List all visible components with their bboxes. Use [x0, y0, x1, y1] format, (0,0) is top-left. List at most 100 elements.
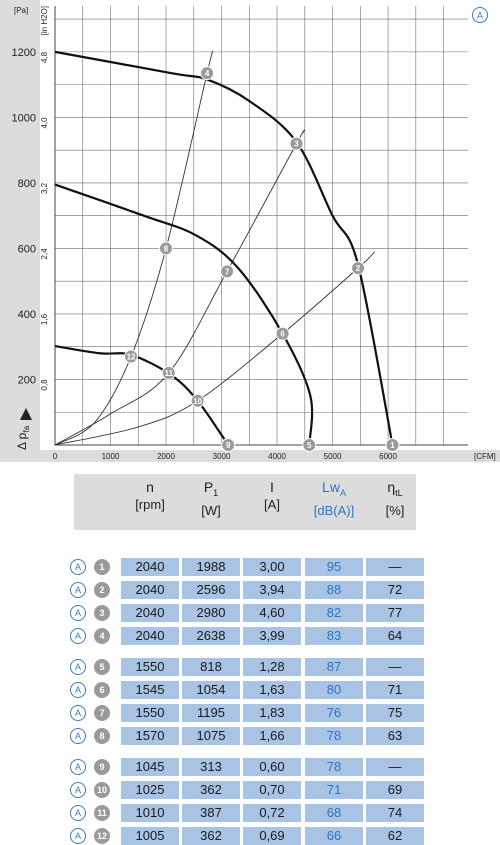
y-axis-band	[0, 0, 40, 462]
column-header: I [A]	[243, 478, 301, 514]
cell-i: 0,60	[243, 758, 301, 776]
y-tick-label: 600	[18, 243, 36, 255]
fan-curve	[54, 183, 314, 446]
row-point-number: 10	[94, 782, 110, 798]
cell-n: 2040	[121, 604, 179, 622]
cell-n: 1545	[121, 681, 179, 699]
row-point-number: 5	[94, 659, 110, 675]
cell-p: 313	[182, 758, 240, 776]
cell-lw: 95	[305, 558, 363, 576]
cell-eta: 74	[366, 804, 424, 822]
y2-tick-label: 0,8	[40, 379, 49, 391]
column-header-unit: [%]	[385, 502, 405, 518]
column-header-label: η	[387, 479, 396, 495]
cell-n: 1045	[121, 758, 179, 776]
x-tick-label: 5000	[324, 452, 342, 461]
row-badge-icon: A	[70, 605, 86, 621]
row-point-number: 4	[94, 628, 110, 644]
cell-lw: 83	[305, 627, 363, 645]
cell-lw: 80	[305, 681, 363, 699]
x-tick-label: 2000	[157, 452, 175, 461]
operating-point-label: 2	[356, 264, 361, 273]
cell-i: 3,94	[243, 581, 301, 599]
operating-point-label: 1	[390, 441, 395, 450]
cell-p: 1075	[182, 727, 240, 745]
cell-p: 1054	[182, 681, 240, 699]
column-header: ηtL [%]	[366, 478, 424, 520]
table-row: A 1 2040 1988 3,00 95—	[0, 558, 500, 576]
row-point-number: 7	[94, 705, 110, 721]
cell-lw: 66	[305, 827, 363, 845]
cell-i: 1,83	[243, 704, 301, 722]
y2-tick-label: 4,0	[40, 117, 49, 129]
operating-point-marker	[220, 264, 235, 279]
cell-p: 2596	[182, 581, 240, 599]
column-header: n [rpm]	[121, 478, 179, 514]
table-row: A 11 1010 387 0,72 68 74	[0, 804, 500, 822]
row-badge-icon: A	[70, 782, 86, 798]
cell-eta: 63	[366, 727, 424, 745]
row-badge-icon: A	[70, 828, 86, 844]
y-tick-label: 200	[18, 374, 36, 386]
cell-n: 2040	[121, 581, 179, 599]
column-header-label: P	[203, 479, 214, 495]
cell-i: 0,70	[243, 781, 301, 799]
column-header-label: Lw	[322, 479, 340, 495]
column-header-subscript: 1	[213, 487, 219, 498]
table-row: A 10 1025 362 0,70 71 69	[0, 781, 500, 799]
operating-point-label: 10	[193, 397, 202, 406]
column-header-label: n	[146, 479, 154, 495]
x-tick-label: 6000	[379, 452, 397, 461]
table-row: A 8 1570 1075 1,66 78 63	[0, 727, 500, 745]
cell-lw: 87	[305, 658, 363, 676]
operating-point-marker	[385, 438, 400, 452]
fan-performance-chart: 200 400 600 800 1000 1200 [Pa] 0,8 1,6 2,4 3,2 4,0 4…	[0, 0, 500, 462]
row-point-number: 6	[94, 682, 110, 698]
cell-i: 4,60	[243, 604, 301, 622]
y2-unit-label: [in H2O]	[40, 6, 49, 35]
cell-eta: 77	[366, 604, 424, 622]
column-header-subscript: A	[339, 487, 346, 498]
plot-background	[40, 0, 500, 450]
operating-point-label: 12	[127, 353, 136, 362]
table-row: A 6 1545 1054 1,63 80 71	[0, 681, 500, 699]
cell-n: 1005	[121, 827, 179, 845]
x-tick-label: 0	[53, 452, 58, 461]
row-badge-icon: A	[70, 805, 86, 821]
x-tick-label: 4000	[268, 452, 286, 461]
table-header-band	[74, 474, 416, 530]
row-point-number: 3	[94, 605, 110, 621]
row-point-number: 12	[94, 828, 110, 844]
row-badge-icon: A	[70, 759, 86, 775]
row-point-number: 11	[94, 805, 110, 821]
cell-p: 1988	[182, 558, 240, 576]
row-badge-icon: A	[70, 628, 86, 644]
operating-point-label: 9	[226, 441, 231, 450]
cell-p: 362	[182, 781, 240, 799]
cell-lw: 88	[305, 581, 363, 599]
operating-point-label: 5	[307, 441, 312, 450]
cell-p: 2980	[182, 604, 240, 622]
y2-tick-label: 4,8	[40, 51, 49, 63]
cell-lw: 78	[305, 758, 363, 776]
table-row: A 2 2040 2596 3,94 88 72	[0, 581, 500, 599]
column-header-label: I	[270, 479, 274, 495]
cell-lw: 82	[305, 604, 363, 622]
cell-lw: 78	[305, 727, 363, 745]
cell-n: 2040	[121, 558, 179, 576]
cell-eta: —	[366, 658, 424, 676]
x-unit-label: [CFM]	[474, 452, 496, 461]
cell-i: 3,00	[243, 558, 301, 576]
cell-eta: 71	[366, 681, 424, 699]
cell-n: 1570	[121, 727, 179, 745]
row-badge-icon: A	[70, 682, 86, 698]
table-row: A 12 1005 362 0,69 66 62	[0, 827, 500, 845]
cell-n: 1010	[121, 804, 179, 822]
y2-tick-label: 2,4	[40, 248, 49, 260]
x2-axis-band	[0, 450, 500, 462]
row-point-number: 9	[94, 759, 110, 775]
row-point-number: 8	[94, 728, 110, 744]
operating-point-marker	[275, 326, 290, 341]
operating-point-marker	[221, 438, 236, 452]
fan-curve	[54, 50, 394, 446]
